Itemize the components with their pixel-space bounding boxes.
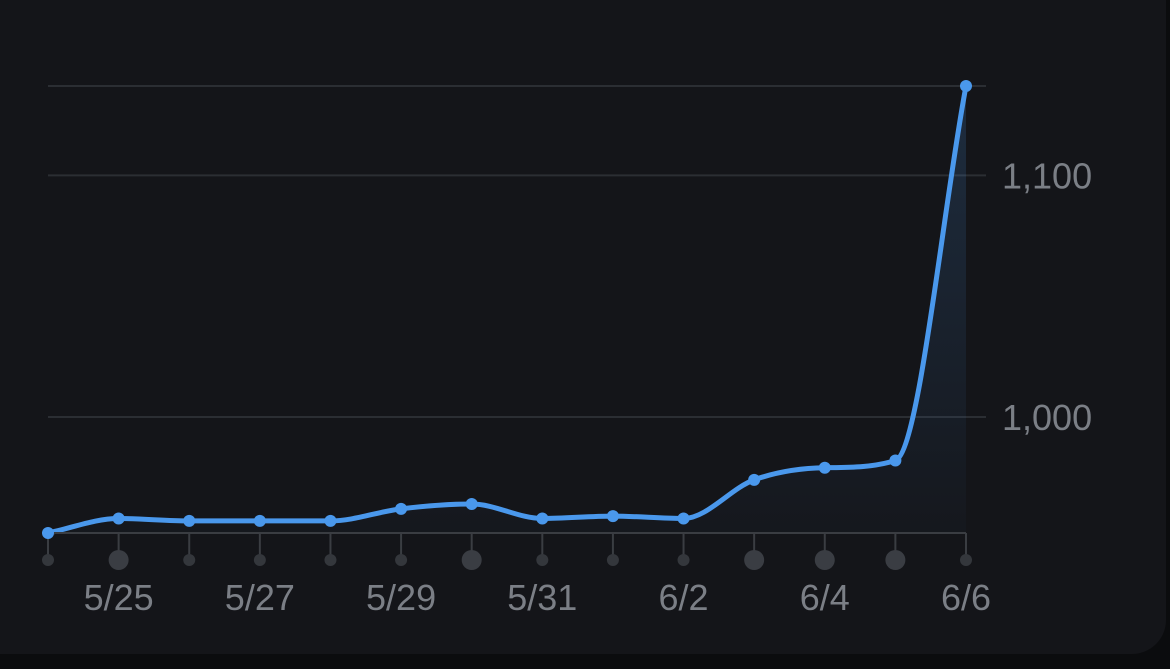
data-point-8 bbox=[606, 510, 619, 523]
x-tick-dot-7 bbox=[536, 554, 549, 566]
data-point-4 bbox=[324, 514, 337, 527]
x-tick-label-3: 5/27 bbox=[225, 577, 295, 618]
x-tick-dot-2 bbox=[183, 554, 196, 566]
x-tick-label-1: 5/25 bbox=[84, 577, 154, 618]
x-tick-dot-12 bbox=[885, 550, 906, 570]
x-tick-dot-9 bbox=[677, 554, 690, 566]
x-tick-dot-3 bbox=[253, 554, 266, 566]
x-axis bbox=[42, 532, 972, 570]
data-point-5 bbox=[395, 502, 408, 515]
data-point-7 bbox=[536, 512, 549, 525]
x-tick-label-9: 6/2 bbox=[659, 577, 709, 618]
x-tick-label-5: 5/29 bbox=[366, 577, 436, 618]
data-point-1 bbox=[112, 512, 125, 525]
data-point-12 bbox=[889, 454, 902, 467]
x-tick-dot-5 bbox=[395, 554, 408, 566]
data-point-10 bbox=[748, 473, 761, 486]
x-tick-label-7: 5/31 bbox=[507, 577, 577, 618]
y-tick-labels: 1,000 1,100 bbox=[1002, 155, 1092, 438]
chart-card: 5/25 5/27 5/29 5/31 6/2 6/4 6/6 1,000 1,100 bbox=[0, 0, 1166, 654]
data-point-2 bbox=[183, 514, 196, 527]
x-tick-dot-10 bbox=[744, 550, 765, 570]
line-chart: 5/25 5/27 5/29 5/31 6/2 6/4 6/6 1,000 1,100 bbox=[42, 80, 1092, 618]
data-point-6 bbox=[465, 498, 478, 511]
data-points bbox=[42, 80, 972, 539]
data-point-13 bbox=[960, 80, 972, 92]
y-tick-label-1: 1,100 bbox=[1002, 155, 1092, 196]
x-tick-dot-11 bbox=[814, 550, 835, 570]
y-tick-label-0: 1,000 bbox=[1002, 397, 1092, 438]
data-point-9 bbox=[677, 512, 690, 525]
x-tick-dot-6 bbox=[461, 550, 482, 570]
data-point-0 bbox=[42, 527, 54, 539]
x-tick-dot-0 bbox=[42, 554, 54, 566]
x-tick-labels: 5/25 5/27 5/29 5/31 6/2 6/4 6/6 bbox=[84, 577, 991, 618]
data-point-3 bbox=[253, 514, 266, 527]
area-fill bbox=[48, 86, 966, 533]
x-tick-dot-1 bbox=[108, 550, 129, 570]
x-tick-dot-13 bbox=[960, 554, 972, 566]
x-tick-dot-4 bbox=[324, 554, 337, 566]
data-point-11 bbox=[818, 461, 831, 474]
grid-lines bbox=[48, 85, 986, 419]
series-area bbox=[48, 86, 966, 533]
x-tick-label-11: 6/4 bbox=[800, 577, 850, 618]
x-tick-dot-8 bbox=[606, 554, 619, 566]
x-tick-label-13: 6/6 bbox=[941, 577, 991, 618]
